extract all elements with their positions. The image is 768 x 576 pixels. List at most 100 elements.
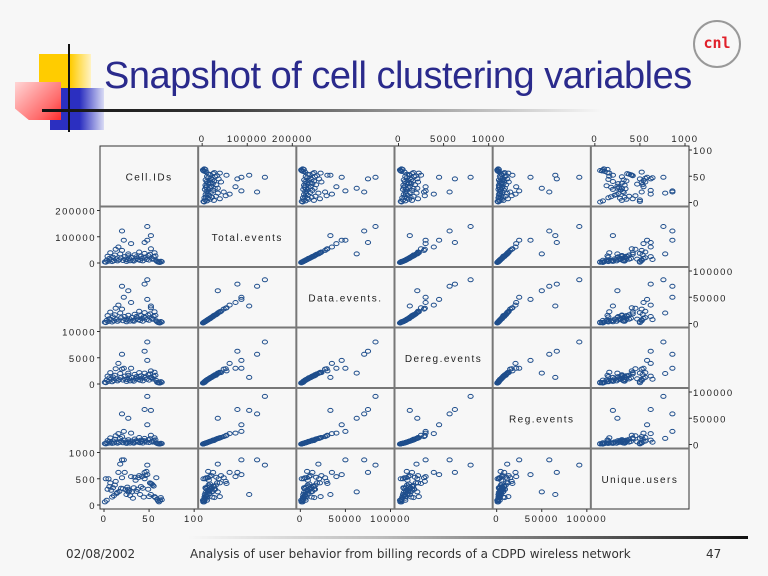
data-point bbox=[604, 166, 611, 172]
data-point bbox=[333, 365, 340, 371]
data-point bbox=[216, 435, 223, 441]
data-point bbox=[324, 246, 331, 252]
data-point bbox=[623, 313, 630, 319]
data-point bbox=[317, 170, 324, 176]
data-point bbox=[614, 185, 621, 191]
data-point bbox=[430, 302, 437, 308]
data-point bbox=[604, 379, 611, 385]
data-point bbox=[615, 181, 622, 187]
data-point bbox=[516, 294, 523, 300]
data-point bbox=[576, 174, 583, 180]
data-point bbox=[223, 172, 230, 178]
data-point bbox=[141, 469, 148, 475]
data-point bbox=[364, 348, 372, 354]
variable-label: Cell.IDs bbox=[126, 172, 173, 183]
data-point bbox=[497, 468, 504, 474]
data-point bbox=[398, 166, 405, 172]
data-point bbox=[144, 357, 151, 363]
data-point bbox=[662, 310, 669, 316]
data-point bbox=[327, 407, 334, 413]
data-point bbox=[118, 228, 126, 234]
data-point bbox=[604, 253, 611, 259]
data-point bbox=[620, 318, 627, 324]
data-point bbox=[211, 170, 218, 176]
data-point bbox=[669, 428, 676, 434]
data-point bbox=[211, 312, 218, 318]
data-point bbox=[223, 432, 230, 438]
data-point bbox=[599, 198, 607, 204]
data-point bbox=[507, 189, 514, 195]
data-point bbox=[232, 365, 239, 371]
data-point bbox=[401, 475, 408, 481]
data-point bbox=[406, 407, 413, 413]
data-point bbox=[626, 256, 633, 262]
data-point bbox=[516, 457, 523, 463]
data-point bbox=[210, 313, 217, 319]
data-point bbox=[141, 476, 148, 482]
data-point bbox=[107, 250, 114, 256]
data-point bbox=[238, 428, 245, 434]
data-point bbox=[149, 482, 156, 488]
data-point bbox=[660, 224, 667, 229]
data-point bbox=[400, 485, 407, 491]
data-point bbox=[500, 373, 507, 379]
data-point bbox=[216, 309, 223, 315]
data-point bbox=[324, 368, 331, 374]
data-point bbox=[436, 422, 443, 428]
data-point bbox=[121, 373, 128, 379]
axis-tick-label: 10000 bbox=[62, 328, 96, 339]
data-point bbox=[604, 440, 611, 446]
data-point bbox=[640, 300, 647, 305]
data-point bbox=[328, 469, 335, 475]
data-point bbox=[624, 254, 631, 260]
axis-tick-label: 0 bbox=[89, 380, 96, 391]
data-point bbox=[147, 305, 154, 311]
data-point bbox=[307, 473, 314, 479]
data-point bbox=[628, 305, 635, 311]
data-point bbox=[408, 313, 416, 319]
data-point bbox=[115, 244, 122, 250]
data-point bbox=[120, 365, 127, 371]
data-point bbox=[298, 441, 305, 447]
data-point bbox=[125, 415, 132, 421]
axis-tick-label: 200000 bbox=[55, 207, 96, 218]
data-point bbox=[626, 316, 633, 322]
data-point bbox=[467, 393, 474, 399]
data-point bbox=[152, 312, 159, 318]
data-point bbox=[342, 237, 349, 243]
data-point bbox=[410, 495, 417, 501]
data-point bbox=[405, 474, 412, 480]
data-point bbox=[628, 246, 635, 252]
data-point bbox=[102, 476, 109, 482]
data-point bbox=[599, 167, 607, 173]
data-point bbox=[576, 462, 583, 468]
data-point bbox=[647, 176, 654, 182]
data-point bbox=[604, 437, 611, 443]
data-point bbox=[115, 360, 122, 366]
data-point bbox=[410, 437, 417, 443]
data-point bbox=[410, 312, 417, 318]
data-point bbox=[660, 277, 667, 283]
axis-tick-label: 1000 bbox=[69, 449, 96, 460]
data-point bbox=[413, 461, 420, 467]
data-point bbox=[669, 189, 676, 195]
axis-tick-label: 50 bbox=[142, 514, 156, 525]
data-point bbox=[614, 183, 621, 189]
data-point bbox=[494, 476, 501, 482]
data-point bbox=[125, 288, 132, 294]
data-point bbox=[313, 480, 320, 486]
data-point bbox=[410, 170, 417, 176]
data-point bbox=[467, 224, 474, 229]
axis-tick-label: 500 bbox=[76, 475, 96, 486]
data-point bbox=[361, 351, 368, 357]
data-point bbox=[403, 468, 410, 474]
decor-red-square bbox=[15, 82, 61, 120]
data-point bbox=[422, 184, 429, 190]
data-point bbox=[430, 191, 437, 197]
axis-tick-label: 100000 bbox=[693, 267, 734, 278]
data-point bbox=[538, 185, 545, 191]
data-point bbox=[527, 472, 534, 478]
data-point bbox=[546, 189, 553, 195]
data-point bbox=[151, 369, 158, 375]
data-point bbox=[208, 473, 215, 479]
